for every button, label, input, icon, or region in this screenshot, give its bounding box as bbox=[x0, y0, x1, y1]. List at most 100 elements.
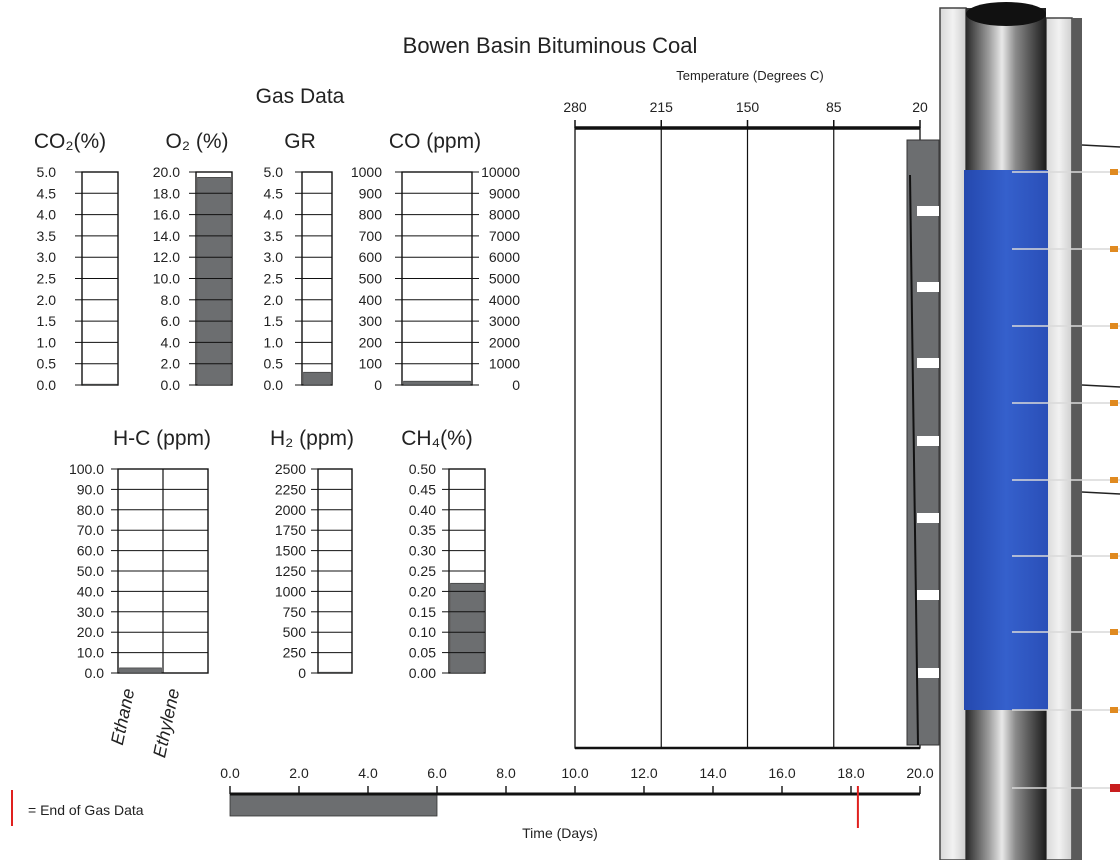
tick-label-ch4: 0.40 bbox=[409, 502, 436, 518]
tick-label-ch4: 0.05 bbox=[409, 645, 436, 661]
tick-label-right-co: 2000 bbox=[489, 334, 520, 350]
tick-label-o2: 0.0 bbox=[161, 377, 181, 393]
heater-strip-gap bbox=[917, 668, 939, 678]
tick-label-h2: 2250 bbox=[275, 481, 306, 497]
bar-ch4 bbox=[450, 582, 484, 674]
tick-label-co: 900 bbox=[359, 185, 383, 201]
tick-label-gr: 5.0 bbox=[264, 164, 284, 180]
gas-panel-o2: O₂ (%) 20.0 18.0 16.0 14.0 12.0 10.0 8.0 6.0 4.0 2… bbox=[153, 130, 233, 393]
temperature-tick-label: 280 bbox=[563, 99, 587, 115]
thermocouple-wire bbox=[1081, 491, 1120, 495]
legend: = End of Gas Data bbox=[11, 790, 144, 826]
heater-strip-gap bbox=[917, 513, 939, 523]
tick-label-gr: 0.5 bbox=[264, 356, 284, 372]
time-tick-label: 18.0 bbox=[837, 765, 864, 781]
time-tick-label: 20.0 bbox=[906, 765, 933, 781]
bar-gr bbox=[303, 371, 331, 386]
tick-label-hc: 50.0 bbox=[77, 563, 104, 579]
panel-title-co2: CO₂(%) bbox=[34, 130, 106, 153]
category-label-ethylene: Ethylene bbox=[149, 687, 183, 760]
tick-label-co: 200 bbox=[359, 334, 383, 350]
tick-label-co2: 4.5 bbox=[37, 185, 57, 201]
tick-label-o2: 2.0 bbox=[161, 356, 181, 372]
tick-label-co: 800 bbox=[359, 207, 383, 223]
bar-hc-ethane bbox=[119, 667, 162, 674]
tick-label-right-co: 7000 bbox=[489, 228, 520, 244]
tick-label-o2: 4.0 bbox=[161, 334, 181, 350]
temperature-tick-label: 215 bbox=[650, 99, 674, 115]
tick-label-co: 700 bbox=[359, 228, 383, 244]
tick-label-h2: 500 bbox=[283, 624, 307, 640]
temperature-axis-label: Temperature (Degrees C) bbox=[676, 68, 823, 83]
tick-label-ch4: 0.35 bbox=[409, 522, 436, 538]
tick-label-gr: 4.5 bbox=[264, 185, 284, 201]
tick-label-o2: 12.0 bbox=[153, 249, 180, 265]
tick-label-right-co: 8000 bbox=[489, 207, 520, 223]
tick-label-ch4: 0.50 bbox=[409, 461, 436, 477]
tick-label-ch4: 0.30 bbox=[409, 543, 436, 559]
tick-label-co2: 3.0 bbox=[37, 249, 57, 265]
thermocouple-wire bbox=[1081, 384, 1120, 388]
heater-strip-gap bbox=[917, 282, 939, 292]
probe-tip bbox=[1110, 169, 1118, 175]
probe-tip bbox=[1110, 629, 1118, 635]
tick-label-gr: 3.0 bbox=[264, 249, 284, 265]
tick-label-o2: 16.0 bbox=[153, 207, 180, 223]
panel-title-gr: GR bbox=[284, 130, 316, 153]
temperature-tick-label: 85 bbox=[826, 99, 842, 115]
tick-label-ch4: 0.25 bbox=[409, 563, 436, 579]
figure-title: Bowen Basin Bituminous Coal bbox=[403, 33, 698, 58]
tick-label-gr: 1.5 bbox=[264, 313, 284, 329]
heater-wire bbox=[909, 174, 919, 746]
time-tick-label: 4.0 bbox=[358, 765, 378, 781]
probe-tip bbox=[1110, 323, 1118, 329]
temperature-tick-label: 20 bbox=[912, 99, 928, 115]
tick-label-right-co: 0 bbox=[512, 377, 520, 393]
tick-label-o2: 10.0 bbox=[153, 271, 180, 287]
heater-strip-gap bbox=[917, 436, 939, 446]
time-tick-label: 6.0 bbox=[427, 765, 447, 781]
time-tick-label: 10.0 bbox=[561, 765, 588, 781]
tick-label-co2: 0.5 bbox=[37, 356, 57, 372]
temperature-chart: Temperature (Degrees C) 280 215 150 85 20 bbox=[563, 68, 928, 750]
tick-label-co: 100 bbox=[359, 356, 383, 372]
time-tick-label: 12.0 bbox=[630, 765, 657, 781]
tick-label-hc: 20.0 bbox=[77, 624, 104, 640]
tick-label-h2: 1500 bbox=[275, 543, 306, 559]
tick-label-ch4: 0.20 bbox=[409, 583, 436, 599]
tick-label-co2: 5.0 bbox=[37, 164, 57, 180]
tick-label-o2: 14.0 bbox=[153, 228, 180, 244]
panel-title-co: CO (ppm) bbox=[389, 130, 481, 153]
panel-title-ch4: CH₄(%) bbox=[401, 427, 473, 450]
tick-label-hc: 70.0 bbox=[77, 522, 104, 538]
time-tick-label: 2.0 bbox=[289, 765, 309, 781]
tick-label-gr: 0.0 bbox=[264, 377, 284, 393]
tick-label-h2: 2000 bbox=[275, 502, 306, 518]
tick-label-co2: 0.0 bbox=[37, 377, 57, 393]
tick-label-gr: 2.5 bbox=[264, 271, 284, 287]
heater-strip-gap bbox=[917, 358, 939, 368]
tick-label-o2: 18.0 bbox=[153, 185, 180, 201]
tick-label-right-co: 5000 bbox=[489, 271, 520, 287]
column-top-cap bbox=[966, 2, 1046, 26]
tick-label-hc: 100.0 bbox=[69, 461, 104, 477]
probe-tip bbox=[1110, 553, 1118, 559]
time-tick-label: 16.0 bbox=[768, 765, 795, 781]
tick-label-o2: 8.0 bbox=[161, 292, 181, 308]
bar-h2 bbox=[319, 671, 351, 674]
bar-hc-ethylene bbox=[164, 672, 207, 674]
panel-title-o2: O₂ (%) bbox=[166, 130, 229, 153]
tick-label-ch4: 0.10 bbox=[409, 624, 436, 640]
tick-label-h2: 2500 bbox=[275, 461, 306, 477]
bar-co2 bbox=[83, 383, 117, 386]
gas-panel-h2: H₂ (ppm)25002250200017501500125010007505… bbox=[270, 427, 354, 681]
tick-label-right-co: 9000 bbox=[489, 185, 520, 201]
tick-label-ch4: 0.45 bbox=[409, 481, 436, 497]
bar-o2 bbox=[197, 177, 231, 386]
elapsed-time-bar bbox=[229, 793, 438, 817]
probe-tip bbox=[1110, 707, 1118, 713]
reactor-column-illustration bbox=[906, 2, 1120, 860]
tick-label-hc: 90.0 bbox=[77, 481, 104, 497]
tick-label-hc: 0.0 bbox=[85, 665, 105, 681]
